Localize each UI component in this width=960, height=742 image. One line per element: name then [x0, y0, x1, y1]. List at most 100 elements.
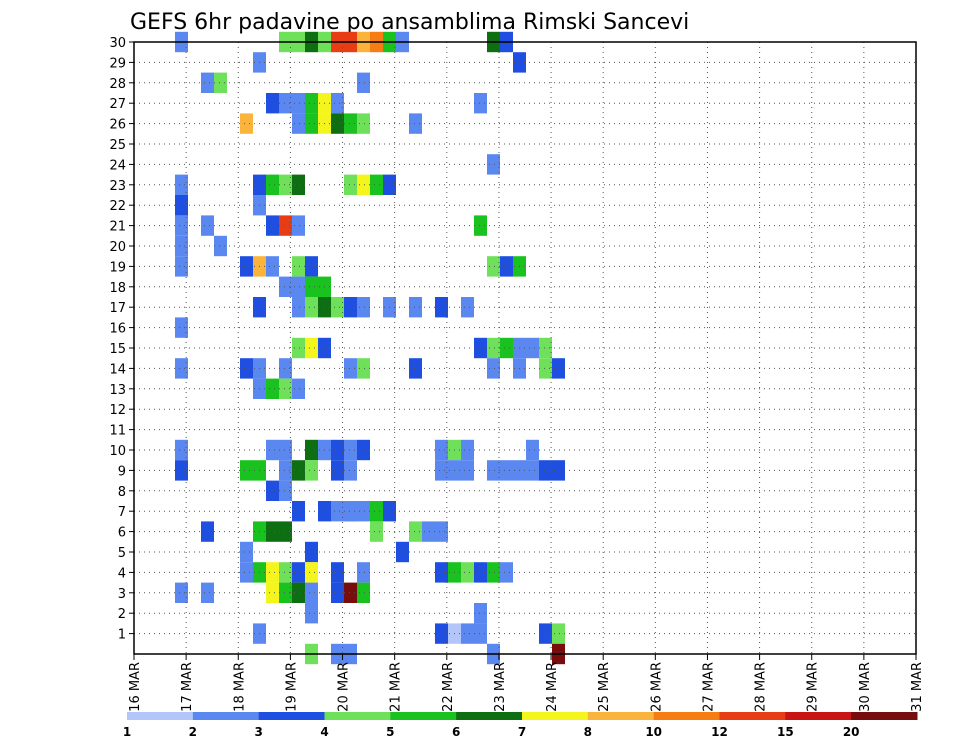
- legend-label: 5: [386, 725, 394, 739]
- heatmap-cell: [292, 582, 305, 603]
- heatmap-cell: [240, 460, 253, 481]
- heatmap-cell: [266, 215, 279, 236]
- chart-title: GEFS 6hr padavine po ansamblima Rimski S…: [130, 10, 689, 35]
- heatmap-cell: [266, 521, 279, 542]
- y-tick-label: 5: [118, 546, 126, 561]
- heatmap-cell: [461, 460, 474, 481]
- legend-label: 1: [123, 725, 131, 739]
- heatmap-cell: [344, 439, 357, 461]
- heatmap-cell: [487, 460, 500, 481]
- heatmap-cell: [409, 358, 422, 379]
- heatmap-cell: [279, 480, 292, 501]
- heatmap-cell: [474, 215, 487, 236]
- heatmap-cell: [240, 256, 253, 277]
- heatmap-cell: [240, 358, 253, 379]
- y-tick-label: 4: [118, 566, 126, 581]
- heatmap-cell: [474, 603, 487, 624]
- heatmap-cell: [279, 378, 292, 399]
- heatmap-cell: [552, 460, 565, 481]
- heatmap-cell: [292, 174, 305, 195]
- x-tick-label: 26 MAR: [649, 662, 664, 712]
- heatmap-cell: [305, 256, 318, 277]
- heatmap-cell: [279, 276, 292, 297]
- x-tick-label: 28 MAR: [754, 662, 769, 712]
- heatmap-cell: [279, 582, 292, 603]
- heatmap-cell: [305, 276, 318, 297]
- heatmap-cell: [331, 297, 344, 318]
- x-tick-label: 25 MAR: [597, 662, 612, 712]
- heatmap-cell: [331, 501, 344, 522]
- heatmap-cell: [539, 337, 552, 359]
- heatmap-cell: [461, 439, 474, 461]
- heatmap-cell: [266, 256, 279, 277]
- y-tick-label: 28: [109, 77, 126, 92]
- heatmap-cell: [487, 358, 500, 379]
- y-tick-label: 3: [118, 587, 126, 602]
- heatmap-cell: [539, 460, 552, 481]
- heatmap-cell: [266, 174, 279, 195]
- x-tick-label: 24 MAR: [545, 662, 560, 712]
- heatmap-cell: [344, 358, 357, 379]
- heatmap-cell: [370, 174, 383, 195]
- heatmap-cell: [292, 256, 305, 277]
- x-tick-label: 18 MAR: [232, 662, 247, 712]
- heatmap-cell: [240, 113, 253, 134]
- heatmap-cell: [175, 195, 188, 216]
- heatmap-cell: [474, 623, 487, 644]
- grid-lines: [134, 42, 916, 654]
- y-tick-label: 24: [109, 158, 126, 173]
- heatmap-cell: [344, 582, 357, 603]
- x-tick-label: 20 MAR: [337, 662, 352, 712]
- heatmap-cell: [344, 113, 357, 134]
- heatmap-cell: [175, 174, 188, 195]
- heatmap-cell: [370, 521, 383, 542]
- heatmap-cell: [305, 562, 318, 583]
- legend-label: 6: [452, 725, 460, 739]
- y-tick-label: 11: [109, 424, 126, 439]
- heatmap-cell: [435, 562, 448, 583]
- x-tick-label: 22 MAR: [441, 662, 456, 712]
- legend-label: 2: [189, 725, 197, 739]
- heatmap-cell: [201, 215, 214, 236]
- heatmap-cell: [266, 93, 279, 114]
- legend-swatch: [653, 712, 720, 720]
- heatmap-cell: [292, 501, 305, 522]
- legend-label: 4: [320, 725, 328, 739]
- y-tick-label: 7: [118, 505, 126, 520]
- legend-label: 7: [518, 725, 526, 739]
- legend-swatch: [719, 712, 786, 720]
- heatmap-cell: [435, 297, 448, 318]
- heatmap-cell: [175, 582, 188, 603]
- heatmap-cell: [331, 460, 344, 481]
- heatmap-cell: [526, 439, 539, 461]
- y-tick-label: 17: [109, 301, 126, 316]
- heatmap-cell: [305, 439, 318, 461]
- x-tick-label: 21 MAR: [389, 662, 404, 712]
- y-tick-label: 2: [118, 607, 126, 622]
- heatmap-cell: [357, 72, 370, 93]
- x-tick-label: 31 MAR: [910, 662, 925, 712]
- heatmap-cell: [292, 215, 305, 236]
- heatmap-cell: [292, 337, 305, 359]
- y-tick-label: 13: [109, 383, 126, 398]
- heatmap-cell: [331, 93, 344, 114]
- y-tick-label: 21: [109, 220, 126, 235]
- y-tick-label: 19: [109, 260, 126, 275]
- x-axis: 16 MAR 17 MAR 18 MAR 19 MAR 20 MAR 21 MAR 22 M…: [128, 654, 925, 712]
- heatmap-cell: [357, 113, 370, 134]
- heatmap-cell: [175, 358, 188, 379]
- y-tick-label: 16: [109, 322, 126, 337]
- heatmap-cell: [526, 337, 539, 359]
- heatmap-cell: [487, 154, 500, 175]
- legend-label: 15: [777, 725, 794, 739]
- heatmap-cell: [500, 460, 513, 481]
- heatmap-cell: [292, 378, 305, 399]
- heatmap-cell: [435, 439, 448, 461]
- heatmap-cell: [175, 215, 188, 236]
- heatmap-cell: [500, 256, 513, 277]
- heatmap-cell: [305, 582, 318, 603]
- legend-swatch: [785, 712, 852, 720]
- heatmap-cell: [357, 439, 370, 461]
- x-tick-label: 19 MAR: [284, 662, 299, 712]
